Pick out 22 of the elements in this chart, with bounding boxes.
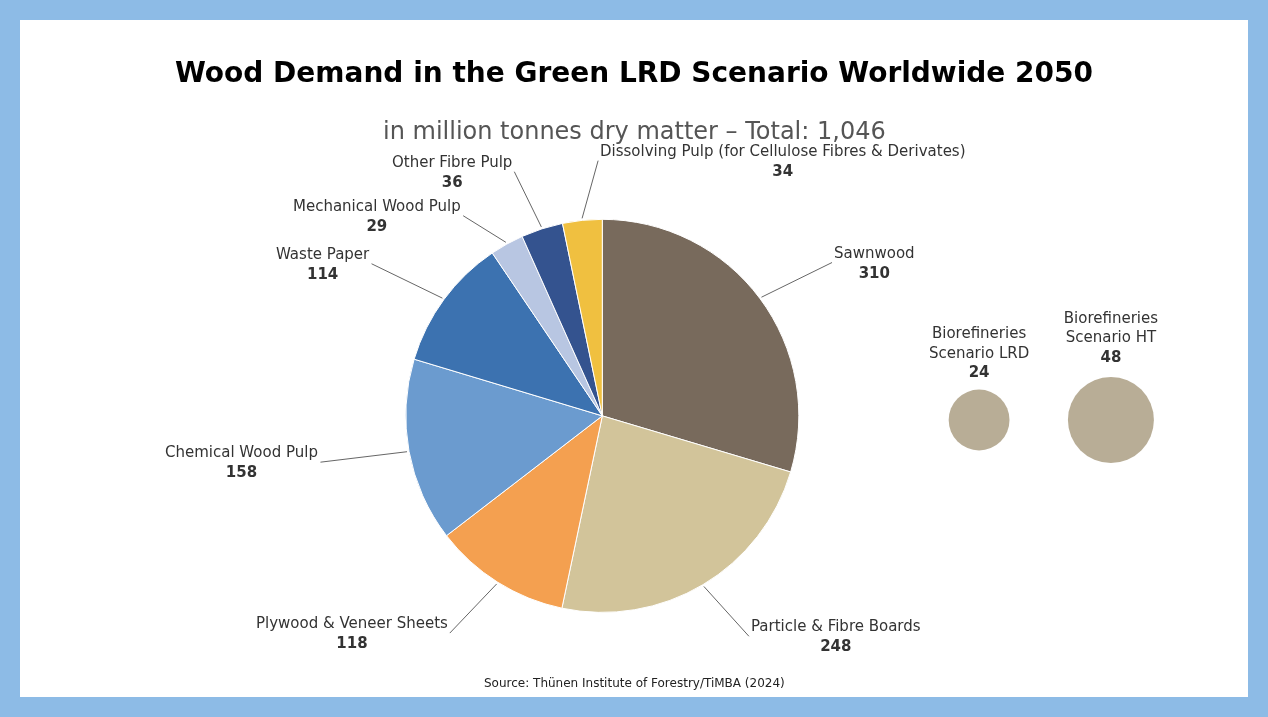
slice-label: Plywood & Veneer Sheets bbox=[256, 614, 449, 632]
data-label: 114 bbox=[306, 264, 339, 283]
data-label: 34 bbox=[772, 161, 794, 180]
data-label: 118 bbox=[336, 633, 368, 652]
slice-label: Mechanical Wood Pulp bbox=[293, 197, 461, 215]
slice-label: Particle & Fibre Boards bbox=[751, 617, 921, 635]
category-label: Biorefineries Scenario HT bbox=[1063, 308, 1159, 346]
data-label: 48 bbox=[1100, 347, 1122, 366]
slice-label: Waste Paper bbox=[276, 245, 371, 263]
data-label: 24 bbox=[968, 363, 990, 382]
source-note: Source: Thünen Institute of Forestry/TiMBA (2024) bbox=[484, 676, 785, 690]
data-label: 248 bbox=[820, 636, 852, 655]
slice-label: Chemical Wood Pulp bbox=[165, 443, 318, 461]
chart-title: Wood Demand in the Green LRD Scenario Worldwide 2050 bbox=[174, 56, 1094, 90]
data-label: 310 bbox=[858, 263, 890, 282]
category-label: Biorefineries Scenario LRD bbox=[928, 324, 1030, 362]
data-label: 29 bbox=[366, 216, 388, 235]
chart-subtitle: in million tonnes dry matter – Total: 1,046 bbox=[383, 117, 886, 145]
slice-label: Sawnwood bbox=[834, 244, 915, 262]
data-label: 36 bbox=[441, 172, 463, 191]
data-label: 158 bbox=[225, 462, 258, 481]
slice-label: Other Fibre Pulp bbox=[392, 153, 513, 171]
